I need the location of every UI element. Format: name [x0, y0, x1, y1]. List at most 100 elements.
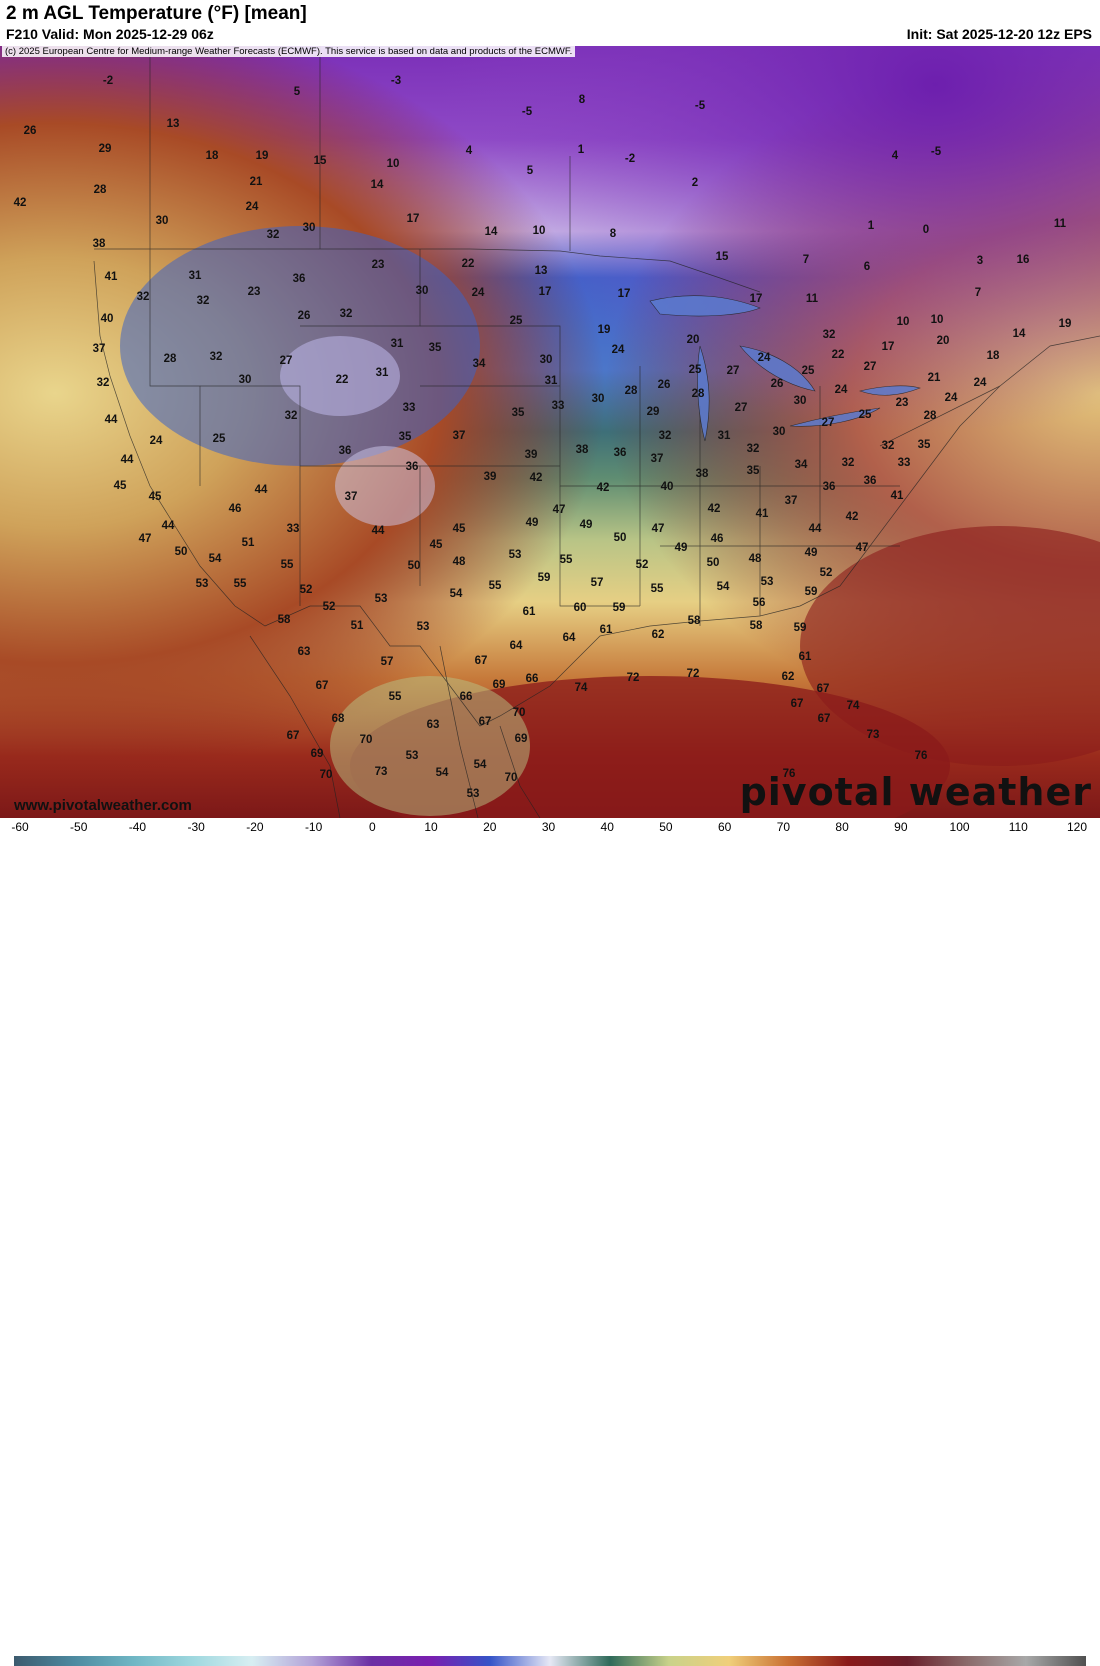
temperature-value: 67 [816, 683, 830, 695]
temperature-value: -5 [930, 146, 942, 158]
colorbar-tick-label: 10 [424, 820, 438, 834]
temperature-value: 57 [380, 656, 394, 668]
temperature-value: 69 [492, 679, 506, 691]
temperature-value: 33 [402, 402, 416, 414]
temperature-value: 56 [752, 597, 766, 609]
temperature-value: 72 [686, 668, 700, 680]
temperature-value: 53 [508, 549, 522, 561]
valid-time: F210 Valid: Mon 2025-12-29 06z [6, 26, 214, 42]
temperature-value: 47 [651, 523, 665, 535]
temperature-value: 62 [651, 629, 665, 641]
temperature-value: 59 [537, 572, 551, 584]
temperature-value: 49 [804, 547, 818, 559]
temperature-value: 14 [484, 226, 498, 238]
temperature-value: 31 [188, 270, 202, 282]
temperature-value: 32 [822, 329, 836, 341]
temperature-value: 50 [613, 532, 627, 544]
temperature-value: 35 [746, 465, 760, 477]
temperature-value: 32 [96, 377, 110, 389]
temperature-value: 39 [483, 471, 497, 483]
temperature-value: 50 [407, 560, 421, 572]
temperature-value: 49 [525, 517, 539, 529]
temperature-value: 34 [472, 358, 486, 370]
temperature-value: 60 [573, 602, 587, 614]
temperature-value: 17 [617, 288, 631, 300]
temperature-value: 31 [375, 367, 389, 379]
temperature-value: 42 [13, 197, 27, 209]
temperature-value: 70 [504, 772, 518, 784]
temperature-value: 30 [539, 354, 553, 366]
temperature-value: -5 [694, 100, 706, 112]
init-time: Init: Sat 2025-12-20 12z EPS [906, 26, 1092, 42]
temperature-value: 31 [717, 430, 731, 442]
temperature-value: 44 [161, 520, 175, 532]
temperature-value: 29 [646, 406, 660, 418]
temperature-value: 45 [148, 491, 162, 503]
temperature-value: 8 [609, 228, 617, 240]
temperature-value: 59 [793, 622, 807, 634]
temperature-value: 30 [772, 426, 786, 438]
temperature-value: 30 [793, 395, 807, 407]
temperature-value: 42 [596, 482, 610, 494]
temperature-value: 30 [238, 374, 252, 386]
temperature-value: 54 [208, 553, 222, 565]
temperature-value: 19 [597, 324, 611, 336]
temperature-value: 21 [927, 372, 941, 384]
temperature-value: 59 [804, 586, 818, 598]
temperature-value: 22 [461, 258, 475, 270]
temperature-value: 42 [845, 511, 859, 523]
temperature-value: 19 [255, 150, 269, 162]
temperature-value: 35 [398, 431, 412, 443]
colorbar-tick-label: 0 [368, 820, 376, 834]
map-title: 2 m AGL Temperature (°F) [mean] [6, 3, 307, 24]
temperature-value: 49 [674, 542, 688, 554]
colorbar-tick-label: 20 [483, 820, 497, 834]
temperature-value: 17 [538, 286, 552, 298]
temperature-value: -3 [390, 75, 402, 87]
temperature-value: 50 [174, 546, 188, 558]
temperature-value: 24 [834, 384, 848, 396]
temperature-value: 27 [821, 417, 835, 429]
temperature-value: 10 [532, 225, 546, 237]
temperature-value: 31 [390, 338, 404, 350]
temperature-value: 26 [657, 379, 671, 391]
temperature-value: 70 [319, 769, 333, 781]
temperature-value: 6 [863, 261, 871, 273]
colorbar-gradient [14, 1656, 1086, 1666]
colorbar-tick-label: 120 [1066, 820, 1088, 834]
temperature-value: 24 [245, 201, 259, 213]
temperature-field [0, 46, 1100, 818]
temperature-value: 41 [755, 508, 769, 520]
temperature-value: 66 [525, 673, 539, 685]
temperature-value: 44 [120, 454, 134, 466]
temperature-value: 64 [562, 632, 576, 644]
temperature-value: 36 [863, 475, 877, 487]
temperature-value: 53 [195, 578, 209, 590]
colorbar-tick-label: 100 [949, 820, 970, 834]
temperature-value: 47 [138, 533, 152, 545]
colorbar-tick-label: 30 [541, 820, 556, 834]
temperature-value: 28 [624, 385, 638, 397]
colorbar-tick-label: 90 [894, 820, 908, 834]
temperature-value: 61 [798, 651, 812, 663]
temperature-value: 35 [917, 439, 931, 451]
temperature-value: 20 [936, 335, 950, 347]
temperature-value: 27 [734, 402, 748, 414]
colorbar-tick-label: 80 [835, 820, 849, 834]
brand-logo: pivotal weather [739, 770, 1092, 814]
temperature-value: 34 [794, 459, 808, 471]
temperature-map[interactable]: -2 5 -3 8 -5 -5 26 13 29 18 19 15 10 4 1 -2 4 -5 5 21 14 2 28 2… [0, 46, 1100, 818]
temperature-value: 55 [559, 554, 573, 566]
temperature-value: 32 [136, 291, 150, 303]
temperature-value: 4 [465, 145, 473, 157]
temperature-value: 14 [1012, 328, 1026, 340]
temperature-value: 24 [471, 287, 485, 299]
temperature-value: 24 [149, 435, 163, 447]
temperature-value: 0 [922, 224, 930, 236]
temperature-value: 31 [544, 375, 558, 387]
temperature-value: 51 [350, 620, 364, 632]
temperature-value: 24 [611, 344, 625, 356]
temperature-value: 70 [359, 734, 373, 746]
temperature-value: 40 [100, 313, 114, 325]
great-lakes [649, 295, 921, 442]
